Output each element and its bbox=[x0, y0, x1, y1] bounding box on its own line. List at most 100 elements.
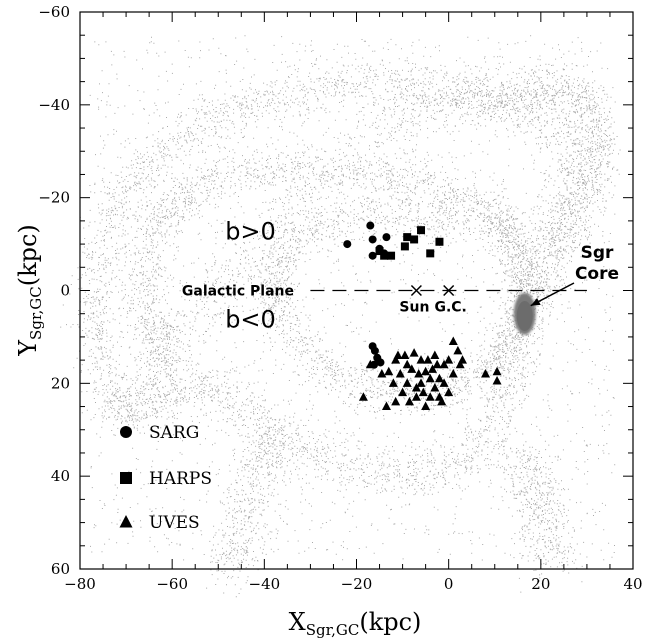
harps-point bbox=[426, 249, 435, 258]
uves-point bbox=[492, 366, 502, 376]
x-tick-label: 40 bbox=[623, 575, 642, 593]
legend: SARG HARPS UVES bbox=[119, 423, 212, 533]
legend-harps-symbol bbox=[120, 472, 132, 484]
uves-point bbox=[423, 355, 433, 364]
uves-point bbox=[457, 355, 467, 364]
galactic-plane-label: Galactic Plane bbox=[182, 284, 294, 300]
uves-point bbox=[409, 348, 419, 357]
harps-point bbox=[403, 233, 412, 242]
chart-labels: −80 −60 −40 −20 0 20 40 −60 −40 −20 0 20 40 60 XSgr,GC… bbox=[14, 3, 643, 639]
uves-point bbox=[404, 396, 414, 406]
uves-point bbox=[439, 378, 449, 387]
uves-point bbox=[430, 350, 440, 359]
uves-point bbox=[407, 364, 417, 373]
marker-sun-cross bbox=[410, 284, 422, 297]
uves-point bbox=[421, 366, 431, 376]
sgr-stream-particles bbox=[60, 35, 621, 598]
legend-uves-label: UVES bbox=[149, 513, 200, 533]
annotation-b-positive: b>0 bbox=[225, 217, 276, 245]
sarg-point bbox=[368, 235, 377, 244]
series-uves bbox=[358, 336, 502, 411]
x-tick-label: 0 bbox=[444, 575, 454, 593]
y-tick-label: 60 bbox=[51, 560, 70, 578]
uves-point bbox=[414, 369, 424, 378]
sarg-point bbox=[343, 240, 352, 249]
uves-point bbox=[428, 364, 438, 373]
sgr-core-arrowhead bbox=[530, 297, 541, 306]
stream-particles bbox=[60, 35, 621, 598]
sarg-point bbox=[366, 221, 375, 230]
uves-point bbox=[421, 401, 431, 411]
uves-point bbox=[400, 350, 410, 359]
uves-point bbox=[393, 350, 403, 359]
uves-point bbox=[492, 376, 502, 385]
uves-point bbox=[395, 369, 405, 378]
y-tick-label: 0 bbox=[60, 282, 70, 300]
uves-point bbox=[437, 396, 447, 406]
uves-point bbox=[358, 392, 368, 401]
plot-frame bbox=[79, 11, 634, 570]
y-tick-label: −60 bbox=[38, 3, 70, 21]
sgr-core-center bbox=[516, 301, 533, 332]
uves-point bbox=[398, 387, 408, 397]
uves-point bbox=[365, 359, 375, 369]
uves-point bbox=[425, 392, 435, 401]
series-harps bbox=[375, 226, 444, 260]
y-axis-title: YSgr,GC(kpc) bbox=[14, 224, 45, 357]
uves-point bbox=[444, 387, 454, 397]
harps-point bbox=[400, 242, 409, 251]
sgr-core-label-line1: Sgr bbox=[581, 243, 614, 263]
y-tick-label: 40 bbox=[51, 467, 70, 485]
uves-point bbox=[375, 355, 385, 364]
x-tick-label: −40 bbox=[249, 575, 281, 593]
uves-point bbox=[416, 378, 426, 387]
uves-point bbox=[391, 355, 401, 364]
x-axis-title: XSgr,GC(kpc) bbox=[289, 608, 422, 639]
uves-point bbox=[411, 392, 421, 401]
sgr-core-label-line2: Core bbox=[575, 264, 619, 284]
annotation-b-negative: b<0 bbox=[225, 306, 276, 334]
y-tick-label: 20 bbox=[51, 374, 70, 392]
legend-harps-label: HARPS bbox=[149, 469, 212, 489]
uves-point bbox=[381, 401, 391, 411]
uves-point bbox=[444, 355, 454, 364]
legend-sarg-symbol bbox=[120, 426, 132, 438]
uves-point bbox=[439, 359, 449, 369]
x-tick-label: −80 bbox=[64, 575, 96, 593]
x-tick-label: −60 bbox=[156, 575, 188, 593]
uves-point bbox=[402, 359, 412, 369]
galactic-plane bbox=[310, 284, 587, 297]
legend-sarg-label: SARG bbox=[149, 423, 199, 443]
uves-point bbox=[434, 373, 444, 383]
x-tick-label: 20 bbox=[531, 575, 550, 593]
series-sarg bbox=[343, 221, 391, 369]
uves-point bbox=[448, 336, 458, 346]
uves-point bbox=[411, 382, 421, 392]
uves-point bbox=[453, 345, 463, 355]
uves-point bbox=[448, 369, 458, 378]
harps-point bbox=[380, 251, 389, 260]
uves-point bbox=[432, 359, 442, 369]
uves-point bbox=[430, 382, 440, 392]
sarg-point bbox=[382, 233, 391, 242]
harps-point bbox=[387, 251, 396, 260]
uves-point bbox=[377, 369, 387, 378]
marker-sun-label: Sun bbox=[399, 300, 429, 316]
y-tick-label: −40 bbox=[38, 96, 70, 114]
uves-point bbox=[425, 373, 435, 383]
uves-point bbox=[402, 378, 412, 387]
marker-gc-label: G.C. bbox=[434, 300, 466, 316]
x-tick-label: −20 bbox=[341, 575, 373, 593]
uves-point bbox=[388, 378, 398, 387]
uves-point bbox=[418, 387, 428, 397]
harps-point bbox=[417, 226, 426, 235]
data-points bbox=[343, 221, 502, 411]
harps-point bbox=[435, 237, 444, 246]
harps-point bbox=[410, 235, 419, 244]
harps-point bbox=[375, 247, 384, 256]
uves-point bbox=[416, 355, 426, 364]
sarg-point bbox=[370, 346, 379, 355]
uves-point bbox=[481, 369, 491, 378]
uves-point bbox=[455, 359, 465, 369]
